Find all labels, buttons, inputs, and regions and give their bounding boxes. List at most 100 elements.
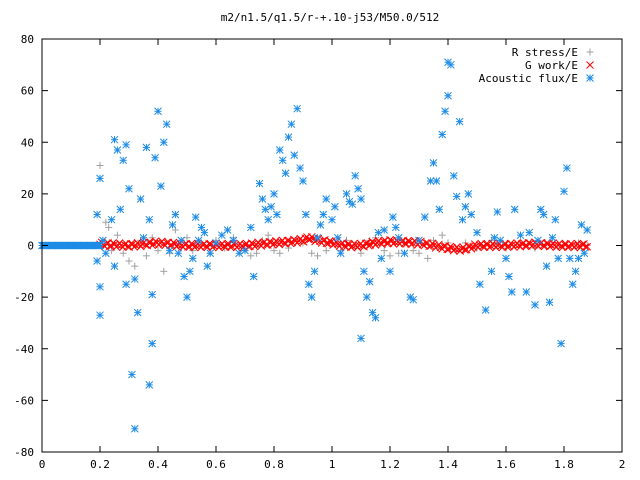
acoustic-flux-point	[389, 213, 397, 221]
x-tick-label: 1.8	[554, 458, 574, 471]
acoustic-flux-point	[133, 308, 142, 317]
acoustic-flux-point	[571, 267, 580, 276]
acoustic-flux-point	[145, 381, 154, 389]
r-stress-point	[276, 249, 284, 257]
acoustic-flux-point	[113, 146, 122, 154]
acoustic-flux-point	[302, 210, 310, 219]
acoustic-flux-point	[444, 91, 452, 100]
acoustic-flux-point	[539, 210, 548, 219]
acoustic-flux-point	[568, 280, 577, 289]
legend-label: Acoustic flux/E	[479, 72, 578, 85]
acoustic-flux-point	[313, 233, 322, 242]
acoustic-flux-point	[177, 236, 186, 245]
acoustic-flux-point	[284, 133, 293, 141]
y-tick-label: 0	[27, 240, 34, 253]
acoustic-flux-point	[287, 120, 296, 129]
acoustic-flux-point	[560, 187, 568, 196]
acoustic-flux-point	[119, 156, 128, 165]
acoustic-flux-point	[125, 184, 133, 193]
acoustic-flux-point	[435, 205, 444, 214]
acoustic-flux-point	[357, 195, 365, 203]
legend-marker	[586, 48, 594, 56]
chart-title: m2/n1.5/q1.5/r-+.10-j53/M50.0/512	[221, 11, 440, 24]
x-tick-label: 1	[329, 458, 336, 471]
legend-label: R stress/E	[512, 46, 578, 59]
acoustic-flux-point	[223, 226, 232, 234]
acoustic-flux-point	[583, 226, 592, 234]
r-stress-point	[253, 249, 261, 257]
acoustic-flux-point	[461, 202, 470, 211]
acoustic-flux-point	[241, 246, 249, 255]
r-stress-point	[102, 218, 110, 226]
acoustic-flux-point	[551, 215, 560, 224]
r-stress-point	[247, 252, 255, 260]
acoustic-flux-point	[191, 213, 200, 221]
x-tick-label: 0.4	[148, 458, 168, 471]
y-axis: -80 -60 -40 -20 0 20 40 60 80	[14, 33, 622, 459]
acoustic-flux-point	[432, 177, 441, 185]
acoustic-flux-point	[93, 210, 101, 219]
acoustic-flux-point	[304, 280, 313, 289]
r-stress-point	[154, 247, 162, 255]
acoustic-flux-point	[290, 151, 299, 160]
acoustic-flux-point	[148, 339, 157, 348]
acoustic-flux-point	[357, 334, 365, 343]
acoustic-flux-point	[362, 293, 371, 301]
acoustic-flux-point	[328, 215, 336, 224]
r-stress-point	[113, 231, 121, 239]
acoustic-flux-point	[365, 277, 374, 286]
acoustic-flux-point	[502, 254, 510, 263]
acoustic-flux-point	[386, 267, 394, 276]
acoustic-flux-point	[333, 233, 342, 242]
acoustic-flux-point	[299, 177, 307, 185]
acoustic-flux-point	[264, 215, 273, 224]
acoustic-flux-point	[229, 236, 238, 245]
acoustic-flux-point	[467, 210, 476, 219]
acoustic-flux-point	[447, 60, 455, 69]
r-stress-point	[119, 249, 127, 257]
acoustic-flux-point	[473, 228, 481, 237]
acoustic-flux-point	[130, 424, 139, 433]
acoustic-flux-point	[415, 236, 423, 245]
acoustic-flux-point	[455, 117, 464, 126]
g-work-point	[365, 241, 373, 250]
x-tick-label: 1.4	[438, 458, 458, 471]
acoustic-flux-point	[154, 107, 162, 116]
r-stress-point	[264, 231, 272, 239]
plot-area	[38, 58, 592, 433]
acoustic-flux-point	[522, 288, 531, 296]
acoustic-flux-point	[438, 130, 447, 139]
acoustic-flux-point	[267, 202, 275, 211]
acoustic-flux-point	[577, 220, 586, 229]
acoustic-flux-point	[496, 236, 505, 245]
acoustic-flux-point	[348, 200, 357, 209]
acoustic-flux-point	[441, 107, 449, 116]
acoustic-flux-point	[563, 164, 571, 172]
acoustic-flux-point	[249, 272, 258, 281]
x-tick-label: 0	[39, 458, 46, 471]
x-tick-label: 0.2	[90, 458, 110, 471]
acoustic-flux-point	[174, 249, 183, 258]
acoustic-flux-point	[139, 233, 148, 242]
acoustic-flux-point	[110, 135, 119, 144]
acoustic-flux-point	[96, 311, 104, 320]
acoustic-flux-point	[101, 249, 110, 258]
acoustic-flux-point	[203, 262, 212, 271]
acoustic-flux-point	[371, 313, 380, 322]
acoustic-flux-point	[107, 215, 116, 224]
y-tick-label: -60	[14, 394, 34, 407]
acoustic-flux-point	[148, 290, 157, 299]
y-tick-label: 40	[21, 136, 34, 149]
acoustic-flux-point	[206, 249, 215, 258]
acoustic-flux-point	[275, 146, 284, 154]
x-tick-label: 1.2	[380, 458, 400, 471]
acoustic-flux-point	[554, 254, 563, 263]
y-tick-label: -20	[14, 291, 34, 304]
acoustic-flux-point	[516, 231, 525, 240]
acoustic-flux-point	[580, 249, 589, 258]
acoustic-flux-point	[525, 228, 534, 237]
acoustic-flux-point	[548, 233, 557, 242]
legend-marker	[586, 74, 594, 82]
